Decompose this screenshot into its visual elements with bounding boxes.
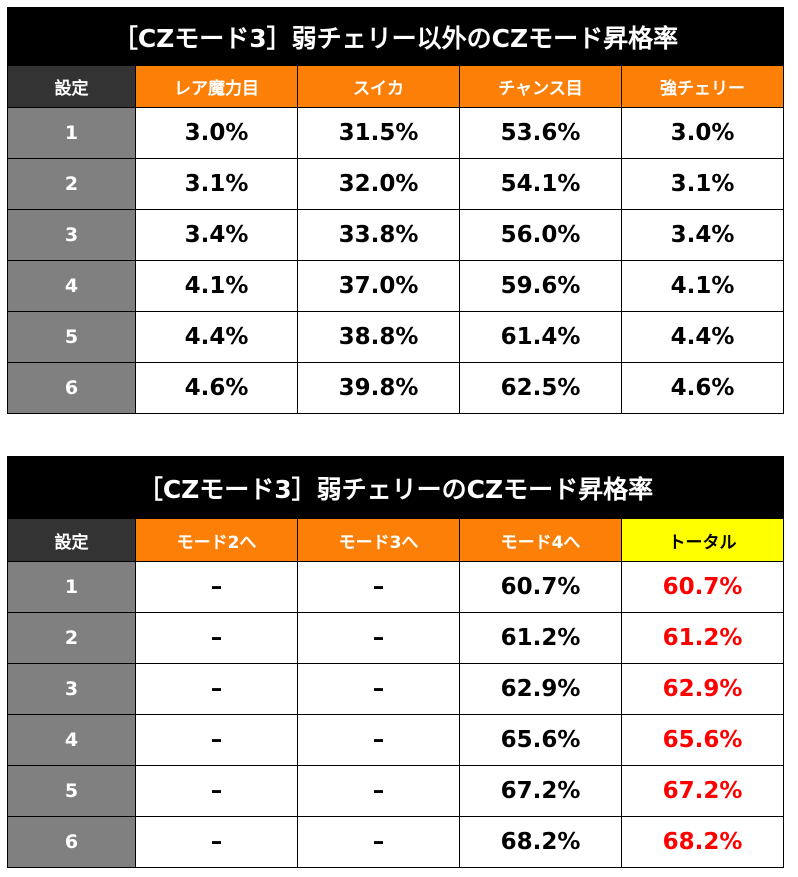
rate-cell: – — [135, 612, 298, 664]
rate-cell: 60.7% — [621, 561, 784, 613]
rate-cell: – — [297, 663, 460, 715]
rate-cell: – — [135, 714, 298, 766]
rate-cell: – — [135, 561, 298, 613]
rate-cell: 61.4% — [459, 311, 622, 363]
rate-cell: – — [297, 612, 460, 664]
rate-cell: 59.6% — [459, 260, 622, 312]
table-row: 3– –62.9% 62.9% — [7, 663, 784, 715]
table-row: 4 4.1% 37.0% 59.6% 4.1% — [7, 260, 784, 312]
table-row: 6 4.6% 39.8% 62.5% 4.6% — [7, 362, 784, 414]
rate-cell: 32.0% — [297, 158, 460, 210]
rate-cell: 4.4% — [135, 311, 298, 363]
rate-cell: 54.1% — [459, 158, 622, 210]
rate-cell: 4.6% — [621, 362, 784, 414]
column-header: チャンス目 — [459, 65, 622, 108]
rate-cell: 3.1% — [621, 158, 784, 210]
cz-upgrade-table-weak-cherry: ［CZモード3］弱チェリーのCZモード昇格率 設定 モード2へ モード3へ モード4へ… — [7, 456, 784, 868]
rate-cell: 68.2% — [459, 816, 622, 868]
rate-cell: 68.2% — [621, 816, 784, 868]
rate-cell: 61.2% — [459, 612, 622, 664]
table-row: 4– –65.6% 65.6% — [7, 714, 784, 766]
rate-cell: 67.2% — [621, 765, 784, 817]
rate-cell: 53.6% — [459, 107, 622, 159]
table-row: 1 3.0% 31.5% 53.6% 3.0% — [7, 107, 784, 159]
table-row: 2 3.1% 32.0% 54.1% 3.1% — [7, 158, 784, 210]
rate-cell: 3.0% — [621, 107, 784, 159]
rate-cell: – — [297, 714, 460, 766]
table-row: 1– –60.7% 60.7% — [7, 561, 784, 613]
table-row: 2– –61.2% 61.2% — [7, 612, 784, 664]
rate-cell: 39.8% — [297, 362, 460, 414]
setting-cell: 1 — [7, 107, 136, 159]
rate-cell: 4.4% — [621, 311, 784, 363]
setting-cell: 6 — [7, 816, 136, 868]
setting-cell: 6 — [7, 362, 136, 414]
table-row: 5– –67.2% 67.2% — [7, 765, 784, 817]
rate-cell: 61.2% — [621, 612, 784, 664]
rate-cell: 4.6% — [135, 362, 298, 414]
setting-cell: 2 — [7, 158, 136, 210]
column-header: 設定 — [7, 518, 136, 562]
rate-cell: – — [135, 765, 298, 817]
setting-cell: 1 — [7, 561, 136, 613]
rate-cell: 3.4% — [621, 209, 784, 261]
rate-cell: 37.0% — [297, 260, 460, 312]
column-header: レア魔力目 — [135, 65, 298, 108]
cz-upgrade-table-non-weak-cherry: ［CZモード3］弱チェリー以外のCZモード昇格率 設定 レア魔力目 スイカ チャンス目… — [7, 7, 784, 414]
rate-cell: 4.1% — [135, 260, 298, 312]
setting-cell: 5 — [7, 311, 136, 363]
rate-cell: 56.0% — [459, 209, 622, 261]
column-header: モード2へ — [135, 518, 298, 562]
setting-cell: 5 — [7, 765, 136, 817]
rate-cell: 3.1% — [135, 158, 298, 210]
column-header: モード4へ — [459, 518, 622, 562]
column-header: スイカ — [297, 65, 460, 108]
table-row: 3 3.4% 33.8% 56.0% 3.4% — [7, 209, 784, 261]
setting-cell: 2 — [7, 612, 136, 664]
table-row: 6– –68.2% 68.2% — [7, 816, 784, 868]
rate-cell: 3.0% — [135, 107, 298, 159]
rate-cell: 38.8% — [297, 311, 460, 363]
rate-cell: 65.6% — [459, 714, 622, 766]
rate-cell: 31.5% — [297, 107, 460, 159]
table-row: 5 4.4% 38.8% 61.4% 4.4% — [7, 311, 784, 363]
rate-cell: 67.2% — [459, 765, 622, 817]
rate-cell: – — [135, 816, 298, 868]
rate-cell: – — [297, 765, 460, 817]
rate-cell: – — [297, 561, 460, 613]
rate-cell: 60.7% — [459, 561, 622, 613]
setting-cell: 4 — [7, 260, 136, 312]
setting-cell: 3 — [7, 663, 136, 715]
rate-cell: 62.5% — [459, 362, 622, 414]
table-title: ［CZモード3］弱チェリー以外のCZモード昇格率 — [7, 7, 784, 66]
rate-cell: – — [297, 816, 460, 868]
rate-cell: 33.8% — [297, 209, 460, 261]
column-header: 強チェリー — [621, 65, 784, 108]
rate-cell: 3.4% — [135, 209, 298, 261]
rate-cell: 65.6% — [621, 714, 784, 766]
column-header: トータル — [621, 518, 784, 562]
column-header: 設定 — [7, 65, 136, 108]
rate-cell: 62.9% — [621, 663, 784, 715]
setting-cell: 3 — [7, 209, 136, 261]
setting-cell: 4 — [7, 714, 136, 766]
column-header: モード3へ — [297, 518, 460, 562]
table-title: ［CZモード3］弱チェリーのCZモード昇格率 — [7, 456, 784, 519]
rate-cell: 4.1% — [621, 260, 784, 312]
rate-cell: 62.9% — [459, 663, 622, 715]
rate-cell: – — [135, 663, 298, 715]
